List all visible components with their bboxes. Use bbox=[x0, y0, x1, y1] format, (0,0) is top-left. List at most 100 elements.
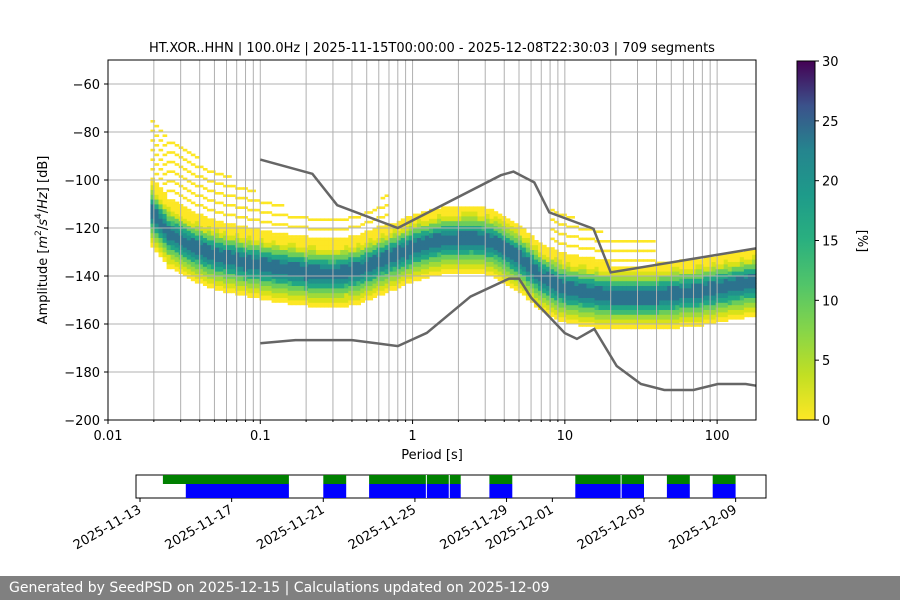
heatmap-cell bbox=[198, 220, 204, 226]
heatmap-cell bbox=[485, 242, 491, 248]
heatmap-cell bbox=[287, 266, 293, 272]
heatmap-cell bbox=[239, 280, 244, 286]
heatmap-cell bbox=[307, 254, 313, 260]
heatmap-cell bbox=[638, 319, 644, 325]
heatmap-cell bbox=[622, 285, 628, 291]
heatmap-cell bbox=[380, 232, 386, 238]
heatmap-outlier-cell bbox=[186, 199, 192, 202]
heatmap-cell bbox=[206, 249, 212, 255]
heatmap-cell bbox=[546, 261, 551, 267]
heatmap-cell bbox=[546, 266, 551, 272]
heatmap-cell bbox=[602, 300, 608, 306]
heatmap-cell bbox=[239, 290, 244, 296]
heatmap-cell bbox=[429, 247, 434, 253]
heatmap-outlier-cell bbox=[190, 172, 196, 176]
heatmap-cell bbox=[235, 290, 240, 296]
heatmap-cell bbox=[699, 316, 705, 322]
heatmap-cell bbox=[332, 240, 337, 246]
heatmap-cell bbox=[166, 220, 172, 226]
heatmap-cell bbox=[477, 259, 483, 265]
heatmap-cell bbox=[497, 237, 503, 243]
heatmap-cell bbox=[259, 280, 265, 286]
heatmap-cell bbox=[348, 237, 353, 243]
heatmap-cell bbox=[380, 247, 386, 253]
heatmap-cell bbox=[263, 256, 269, 262]
heatmap-outlier-cell bbox=[150, 148, 156, 152]
heatmap-cell bbox=[574, 271, 579, 277]
heatmap-cell bbox=[550, 302, 555, 308]
heatmap-cell bbox=[158, 199, 164, 205]
heatmap-cell bbox=[513, 280, 519, 286]
heatmap-cell bbox=[735, 280, 741, 286]
heatmap-cell bbox=[747, 297, 753, 303]
heatmap-cell bbox=[739, 304, 745, 310]
heatmap-cell bbox=[299, 295, 305, 301]
heatmap-cell bbox=[663, 319, 668, 325]
heatmap-cell bbox=[546, 252, 551, 258]
heatmap-cell bbox=[412, 218, 418, 224]
x-tick-label: 100 bbox=[705, 429, 730, 444]
heatmap-outlier-cell bbox=[170, 189, 176, 193]
heatmap-cell bbox=[493, 211, 499, 217]
heatmap-cell bbox=[699, 292, 705, 298]
heatmap-cell bbox=[586, 264, 592, 270]
heatmap-cell bbox=[469, 216, 475, 222]
heatmap-cell bbox=[723, 278, 729, 284]
heatmap-cell bbox=[659, 266, 664, 272]
heatmap-cell bbox=[360, 292, 366, 298]
heatmap-cell bbox=[453, 240, 458, 246]
heatmap-cell bbox=[727, 266, 733, 272]
heatmap-cell bbox=[445, 259, 450, 265]
heatmap-cell bbox=[190, 242, 196, 248]
heatmap-cell bbox=[154, 232, 160, 238]
heatmap-cell bbox=[521, 237, 527, 243]
heatmap-outlier-cell bbox=[219, 192, 224, 195]
heatmap-cell bbox=[380, 280, 386, 286]
heatmap-cell bbox=[457, 220, 462, 226]
heatmap-cell bbox=[489, 271, 495, 277]
heatmap-cell bbox=[542, 268, 547, 274]
heatmap-cell bbox=[651, 309, 656, 315]
heatmap-cell bbox=[368, 276, 374, 282]
heatmap-cell bbox=[477, 235, 483, 241]
heatmap-cell bbox=[429, 271, 434, 277]
heatmap-cell bbox=[356, 300, 361, 306]
heatmap-cell bbox=[590, 316, 596, 322]
heatmap-outlier-cell bbox=[344, 218, 349, 221]
heatmap-cell bbox=[727, 300, 733, 306]
heatmap-cell bbox=[550, 249, 555, 255]
heatmap-cell bbox=[457, 264, 462, 270]
heatmap-cell bbox=[542, 292, 547, 298]
heatmap-outlier-cell bbox=[574, 225, 579, 229]
heatmap-cell bbox=[356, 280, 361, 286]
heatmap-cell bbox=[324, 244, 329, 250]
heatmap-cell bbox=[255, 259, 261, 265]
heatmap-cell bbox=[582, 292, 588, 298]
heatmap-cell bbox=[566, 300, 571, 306]
heatmap-cell bbox=[340, 292, 345, 298]
heatmap-cell bbox=[505, 261, 511, 267]
heatmap-cell bbox=[380, 242, 386, 248]
heatmap-cell bbox=[554, 261, 559, 267]
heatmap-cell bbox=[166, 259, 172, 265]
heatmap-cell bbox=[219, 271, 224, 277]
heatmap-cell bbox=[235, 280, 240, 286]
heatmap-cell bbox=[566, 309, 571, 315]
heatmap-cell bbox=[235, 242, 240, 248]
heatmap-outlier-cell bbox=[211, 218, 216, 221]
heatmap-outlier-cell bbox=[630, 249, 636, 253]
heatmap-cell bbox=[723, 292, 729, 298]
heatmap-cell bbox=[360, 249, 366, 255]
heatmap-outlier-cell bbox=[602, 249, 608, 253]
heatmap-outlier-cell bbox=[372, 208, 378, 212]
heatmap-cell bbox=[275, 288, 281, 294]
heatmap-cell bbox=[715, 283, 721, 289]
heatmap-cell bbox=[731, 304, 737, 310]
heatmap-cell bbox=[517, 249, 523, 255]
heatmap-cell bbox=[392, 256, 398, 262]
heatmap-cell bbox=[687, 264, 693, 270]
heatmap-cell bbox=[751, 283, 757, 289]
heatmap-cell bbox=[215, 252, 220, 258]
heatmap-cell bbox=[275, 283, 281, 289]
y-tick-label: −200 bbox=[64, 414, 100, 429]
